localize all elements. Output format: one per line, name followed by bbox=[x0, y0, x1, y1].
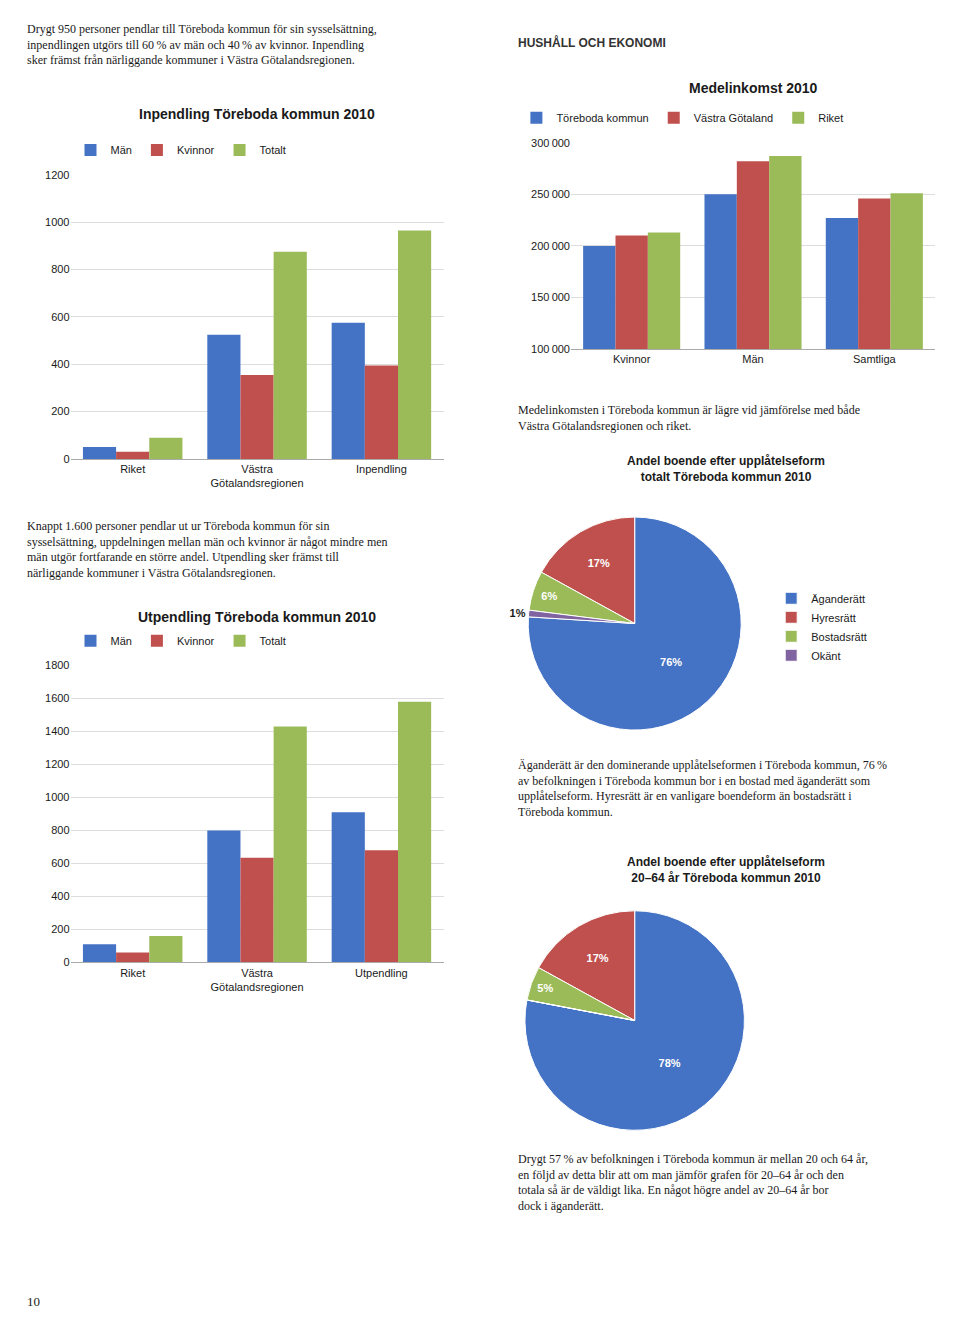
svg-text:Män: Män bbox=[742, 353, 763, 365]
svg-text:1600: 1600 bbox=[45, 692, 69, 704]
svg-text:400: 400 bbox=[51, 358, 69, 370]
svg-text:Utpendling: Utpendling bbox=[355, 967, 408, 979]
svg-text:1%: 1% bbox=[510, 607, 526, 619]
svg-text:Äganderätt är den dominerande: Äganderätt är den dominerande upplåtelse… bbox=[518, 758, 887, 819]
svg-text:1200: 1200 bbox=[45, 758, 69, 770]
svg-text:200: 200 bbox=[51, 923, 69, 935]
svg-text:17%: 17% bbox=[587, 952, 609, 964]
svg-text:10: 10 bbox=[27, 1294, 40, 1309]
svg-text:400: 400 bbox=[51, 890, 69, 902]
svg-text:Medelinkomsten i Töreboda komm: Medelinkomsten i Töreboda kommun är lägr… bbox=[518, 403, 860, 433]
svg-text:17%: 17% bbox=[588, 557, 610, 569]
svg-text:Kvinnor: Kvinnor bbox=[177, 144, 215, 156]
svg-text:Kvinnor: Kvinnor bbox=[613, 353, 651, 365]
svg-text:1000: 1000 bbox=[45, 791, 69, 803]
svg-text:Kvinnor: Kvinnor bbox=[177, 635, 215, 647]
svg-text:Män: Män bbox=[111, 144, 132, 156]
svg-text:Drygt 950 personer pendlar til: Drygt 950 personer pendlar till Töreboda… bbox=[27, 22, 377, 67]
svg-text:Totalt: Totalt bbox=[260, 144, 286, 156]
svg-text:Västra Götaland: Västra Götaland bbox=[694, 112, 774, 124]
svg-text:200: 200 bbox=[51, 405, 69, 417]
svg-text:1000: 1000 bbox=[45, 216, 69, 228]
svg-text:Drygt 57 % av befolkningen i T: Drygt 57 % av befolkningen i Töreboda ko… bbox=[518, 1152, 868, 1213]
svg-text:Inpendling Töreboda kommun 201: Inpendling Töreboda kommun 2010 bbox=[139, 106, 375, 122]
svg-text:78%: 78% bbox=[659, 1057, 681, 1069]
svg-text:Riket: Riket bbox=[818, 112, 843, 124]
svg-text:Utpendling Töreboda kommun 201: Utpendling Töreboda kommun 2010 bbox=[138, 609, 376, 625]
svg-text:6%: 6% bbox=[541, 590, 557, 602]
svg-text:Totalt: Totalt bbox=[260, 635, 286, 647]
svg-text:200 000: 200 000 bbox=[531, 240, 570, 252]
svg-text:0: 0 bbox=[63, 956, 69, 968]
svg-text:Riket: Riket bbox=[120, 967, 145, 979]
svg-text:Töreboda kommun: Töreboda kommun bbox=[556, 112, 648, 124]
svg-text:Okänt: Okänt bbox=[811, 650, 840, 662]
svg-text:Knappt 1.600 personer pendlar: Knappt 1.600 personer pendlar ut ur Töre… bbox=[27, 519, 388, 580]
svg-text:Samtliga: Samtliga bbox=[853, 353, 897, 365]
svg-text:150 000: 150 000 bbox=[531, 291, 570, 303]
svg-text:Medelinkomst 2010: Medelinkomst 2010 bbox=[689, 80, 818, 96]
svg-text:Inpendling: Inpendling bbox=[356, 463, 407, 475]
svg-text:Andel boende efter upplåtelsef: Andel boende efter upplåtelseform20–64 å… bbox=[627, 855, 825, 885]
svg-text:Män: Män bbox=[111, 635, 132, 647]
svg-text:Andel boende efter upplåtelsef: Andel boende efter upplåtelseformtotalt … bbox=[627, 454, 825, 484]
svg-text:800: 800 bbox=[51, 263, 69, 275]
svg-text:1400: 1400 bbox=[45, 725, 69, 737]
svg-text:600: 600 bbox=[51, 311, 69, 323]
svg-text:5%: 5% bbox=[537, 982, 553, 994]
svg-text:VästraGötalandsregionen: VästraGötalandsregionen bbox=[211, 463, 304, 489]
svg-text:800: 800 bbox=[51, 824, 69, 836]
svg-text:250 000: 250 000 bbox=[531, 188, 570, 200]
svg-text:Riket: Riket bbox=[120, 463, 145, 475]
svg-text:Äganderätt: Äganderätt bbox=[811, 593, 865, 605]
svg-text:1200: 1200 bbox=[45, 169, 69, 181]
svg-text:HUSHÅLL OCH EKONOMI: HUSHÅLL OCH EKONOMI bbox=[518, 35, 666, 50]
svg-text:100 000: 100 000 bbox=[531, 343, 570, 355]
svg-text:600: 600 bbox=[51, 857, 69, 869]
svg-text:VästraGötalandsregionen: VästraGötalandsregionen bbox=[211, 967, 304, 993]
svg-text:0: 0 bbox=[63, 453, 69, 465]
svg-text:Hyresrätt: Hyresrätt bbox=[811, 612, 856, 624]
svg-text:1800: 1800 bbox=[45, 659, 69, 671]
svg-text:76%: 76% bbox=[660, 656, 682, 668]
svg-text:Bostadsrätt: Bostadsrätt bbox=[811, 631, 867, 643]
svg-text:300 000: 300 000 bbox=[531, 136, 570, 148]
